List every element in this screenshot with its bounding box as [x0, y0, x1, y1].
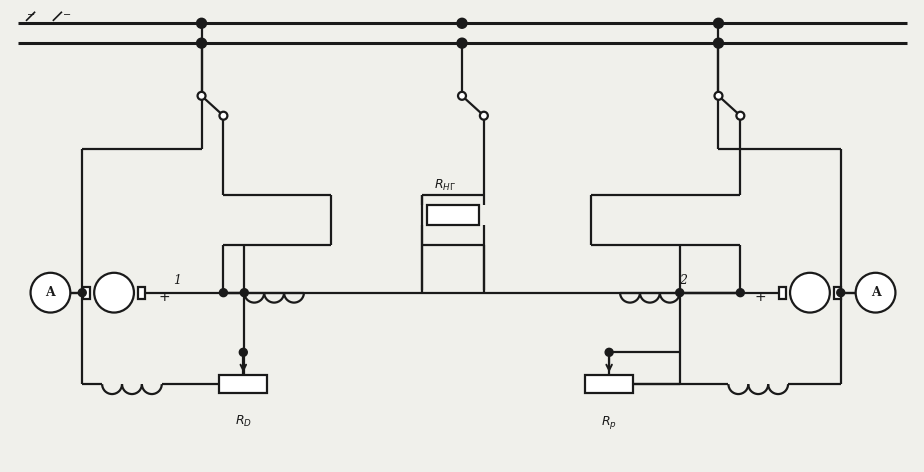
Circle shape — [198, 92, 205, 100]
Bar — [219, 375, 267, 393]
Bar — [779, 287, 785, 299]
Circle shape — [713, 38, 723, 48]
Text: $-$: $-$ — [854, 290, 866, 303]
Text: A: A — [45, 286, 55, 299]
Text: $-$: $-$ — [58, 290, 70, 303]
Circle shape — [219, 112, 227, 120]
Text: $R_p$: $R_p$ — [602, 414, 617, 431]
Circle shape — [457, 18, 467, 28]
Text: $+$: $+$ — [158, 290, 170, 303]
Circle shape — [856, 273, 895, 312]
Circle shape — [239, 348, 248, 356]
Circle shape — [713, 18, 723, 28]
Circle shape — [675, 289, 684, 296]
Circle shape — [79, 289, 86, 296]
Circle shape — [837, 289, 845, 296]
Circle shape — [458, 92, 466, 100]
Circle shape — [480, 112, 488, 120]
Circle shape — [714, 92, 723, 100]
Bar — [427, 205, 479, 225]
Text: −: − — [63, 10, 71, 20]
Text: 1: 1 — [173, 274, 181, 287]
Text: $+$: $+$ — [754, 290, 766, 303]
Bar — [585, 375, 633, 393]
Circle shape — [240, 289, 249, 296]
Text: −: − — [27, 10, 34, 20]
Bar — [834, 287, 841, 299]
Bar — [139, 287, 145, 299]
Text: A: A — [870, 286, 881, 299]
Text: $R_{H\Gamma}$: $R_{H\Gamma}$ — [434, 178, 456, 193]
Circle shape — [736, 289, 745, 296]
Circle shape — [197, 38, 206, 48]
Circle shape — [736, 112, 745, 120]
Text: 2: 2 — [679, 274, 687, 287]
Circle shape — [790, 273, 830, 312]
Circle shape — [94, 273, 134, 312]
Bar — [83, 287, 90, 299]
Circle shape — [197, 18, 206, 28]
Circle shape — [219, 289, 227, 296]
Text: $R_D$: $R_D$ — [235, 414, 252, 429]
Circle shape — [605, 348, 614, 356]
Circle shape — [30, 273, 70, 312]
Circle shape — [457, 38, 467, 48]
